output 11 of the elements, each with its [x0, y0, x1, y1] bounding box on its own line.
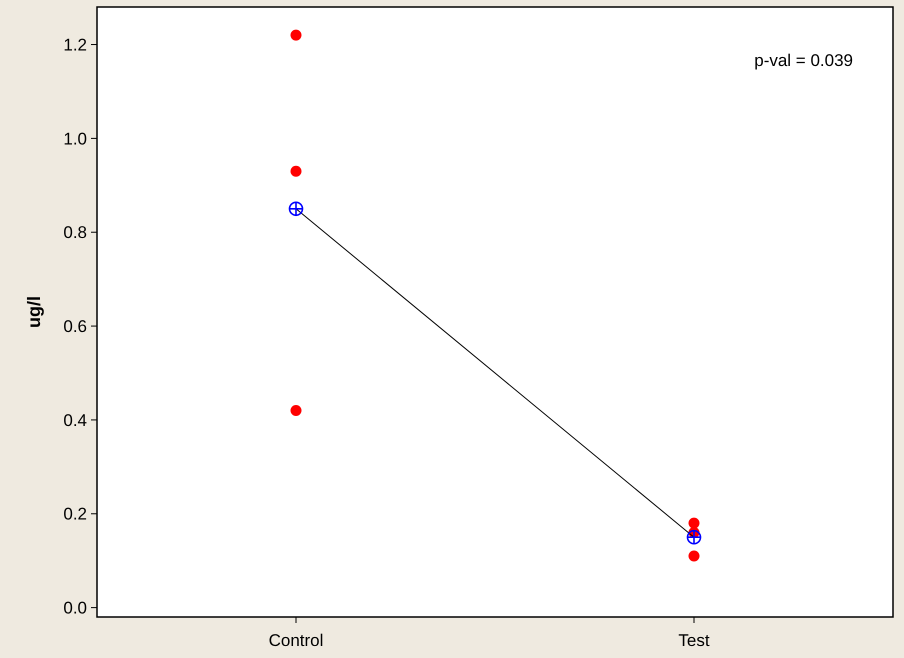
y-tick-label: 0.2 [63, 504, 87, 524]
y-axis-title: ug/l [24, 296, 44, 328]
y-tick-label: 1.2 [63, 35, 87, 54]
y-tick-label: 0.0 [63, 598, 87, 618]
y-tick-label: 0.6 [63, 317, 87, 336]
y-tick-label: 0.8 [63, 223, 87, 242]
x-tick-label: Test [678, 631, 710, 650]
x-tick-label: Control [268, 631, 324, 650]
y-tick-label: 0.4 [63, 410, 87, 430]
annotation: p-val = 0.039 [754, 51, 853, 70]
y-tick-label: 1.0 [63, 129, 87, 148]
